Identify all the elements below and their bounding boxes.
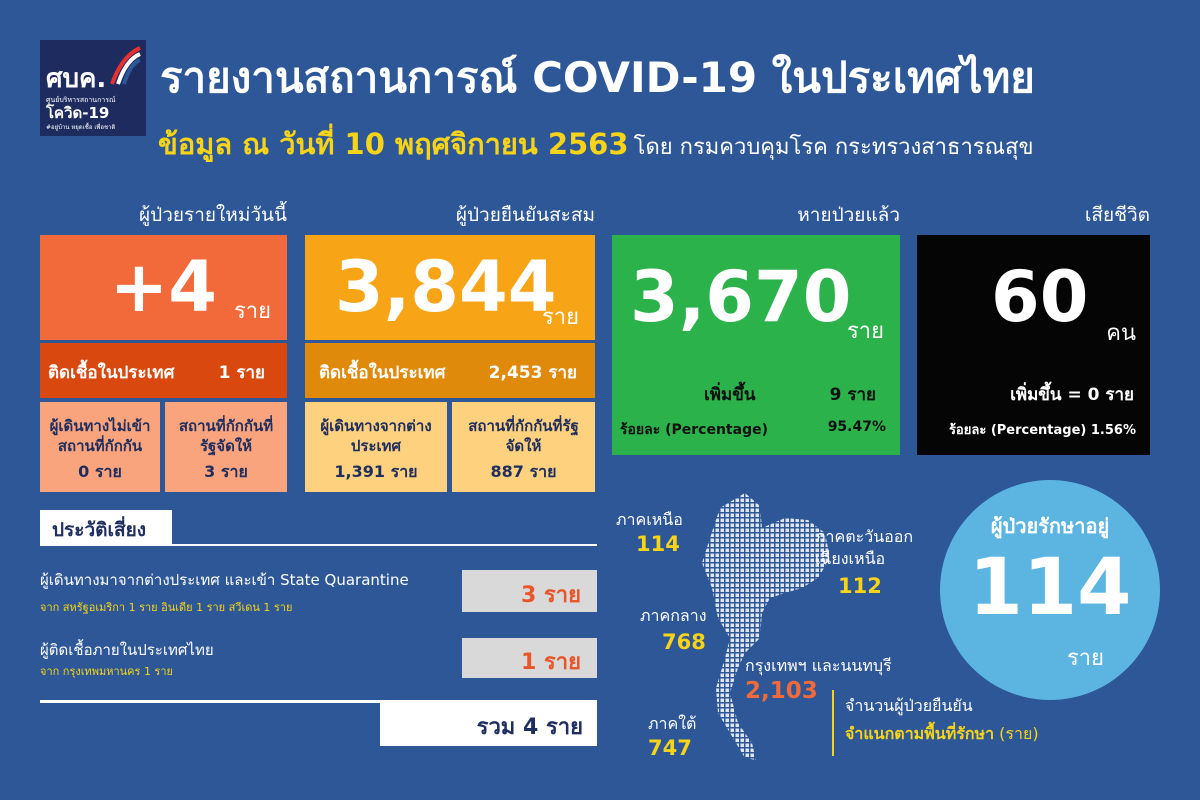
cumulative-unit: ราย — [541, 305, 579, 330]
region-value: 114 — [636, 532, 680, 556]
box-value: 887 ราย — [490, 462, 557, 481]
box-label: สถานที่กักกันที่รัฐจัดให้ — [178, 417, 274, 455]
recovered-increase-value: 9 ราย — [829, 385, 876, 405]
box-label: ผู้เดินทางไม่เข้าสถานที่กักกัน — [49, 417, 151, 455]
in-treatment-circle: ผู้ป่วยรักษาอยู่ 114 ราย — [940, 480, 1160, 700]
caption-rule — [832, 690, 834, 756]
recovered-increase-label: เพิ่มขึ้น — [704, 385, 756, 405]
risk-rule — [172, 544, 597, 546]
box-value: 1,391 ราย — [334, 462, 418, 481]
new-cases-domestic-label: ติดเชื้อในประเทศ — [48, 363, 175, 383]
logo: ศบค. ศูนย์บริหารสถานการณ์ โควิด-19 #อยู่… — [40, 40, 146, 136]
new-cases-card: +4 ราย — [40, 235, 287, 340]
recovered-unit: ราย — [846, 319, 884, 344]
box-label: ผู้เดินทางจากต่างประเทศ — [320, 417, 432, 455]
caption-row: จำแนกตามพื้นที่รักษา (ราย) — [845, 722, 1039, 747]
new-cases-domestic-value: 1 ราย — [218, 363, 265, 383]
region-value: 112 — [838, 574, 882, 598]
risk-item-title: ผู้ติดเชื้อภายในประเทศไทย — [40, 641, 214, 659]
logo-line1: ศูนย์บริหารสถานการณ์ — [46, 96, 116, 104]
risk-item-detail: จาก สหรัฐอเมริกา 1 ราย อินเดีย 1 ราย สวี… — [40, 601, 293, 614]
caption-line1: จำนวนผู้ป่วยยืนยัน — [845, 696, 973, 715]
recovered-value: 3,670 — [630, 256, 852, 338]
new-cases-box: ผู้เดินทางไม่เข้าสถานที่กักกัน 0 ราย — [40, 402, 160, 492]
logo-tagline: #อยู่บ้าน หยุดเชื้อ เพื่อชาติ — [46, 124, 116, 131]
caption-line2: จำแนกตามพื้นที่รักษา — [845, 724, 995, 743]
deaths-unit: คน — [1106, 321, 1136, 346]
cumulative-domestic-label: ติดเชื้อในประเทศ — [319, 363, 446, 383]
new-cases-label: ผู้ป่วยรายใหม่วันนี้ — [139, 204, 287, 226]
cumulative-value: 3,844 — [335, 246, 557, 328]
caption-unit: (ราย) — [999, 724, 1039, 743]
logo-name: ศบค. — [46, 64, 107, 94]
risk-item-value: 1 ราย — [462, 638, 597, 678]
subtitle: ข้อมูล ณ วันที่ 10 พฤศจิกายน 2563 — [158, 127, 629, 161]
risk-item-detail: จาก กรุงเทพมหานคร 1 ราย — [40, 665, 173, 678]
subtitle-row: ข้อมูล ณ วันที่ 10 พฤศจิกายน 2563 โดย กร… — [158, 122, 1034, 171]
region-value: 747 — [648, 736, 692, 760]
cumulative-label: ผู้ป่วยยืนยันสะสม — [455, 204, 595, 226]
source: โดย กรมควบคุมโรค กระทรวงสาธารณสุข — [633, 135, 1034, 160]
logo-line2: โควิด-19 — [46, 104, 110, 122]
region-value: 768 — [662, 630, 706, 654]
box-value: 0 ราย — [78, 462, 122, 481]
box-value: 3 ราย — [204, 462, 248, 481]
new-cases-box: สถานที่กักกันที่รัฐจัดให้ 3 ราย — [165, 402, 287, 492]
risk-item-title: ผู้เดินทางมาจากต่างประเทศ และเข้า State … — [40, 571, 409, 589]
cumulative-box: ผู้เดินทางจากต่างประเทศ 1,391 ราย — [305, 402, 447, 492]
deaths-card: 60 คน เพิ่มขึ้น = 0 ราย ร้อยละ (Percenta… — [917, 235, 1150, 455]
new-cases-unit: ราย — [233, 299, 271, 324]
cumulative-domestic-value: 2,453 ราย — [488, 363, 577, 383]
map-shape — [702, 493, 830, 760]
title: รายงานสถานการณ์ COVID-19 ในประเทศไทย — [160, 53, 1035, 102]
box-label: สถานที่กักกันที่รัฐจัดให้ — [468, 417, 579, 455]
total-rule — [40, 700, 597, 703]
recovered-card: 3,670 ราย เพิ่มขึ้น 9 ราย ร้อยละ (Percen… — [612, 235, 900, 455]
new-cases-value: +4 — [109, 246, 217, 328]
region-name: ภาคตะวันออกเฉียงเหนือ — [815, 527, 914, 568]
in-treatment-value: 114 — [968, 543, 1132, 633]
cumulative-card: 3,844 ราย — [305, 235, 595, 340]
risk-item-value: 3 ราย — [462, 570, 597, 612]
region-name: ภาคเหนือ — [616, 510, 683, 529]
region-name: ภาคกลาง — [640, 606, 707, 625]
deaths-label: เสียชีวิต — [1084, 204, 1150, 226]
region-name: ภาคใต้ — [648, 714, 697, 733]
thailand-map — [702, 493, 830, 760]
risk-total: รวม 4 ราย — [380, 700, 597, 746]
in-treatment-label: ผู้ป่วยรักษาอยู่ — [990, 514, 1110, 538]
deaths-value: 60 — [991, 256, 1089, 338]
recovered-percent-value: 95.47% — [827, 419, 886, 435]
logo-flag — [110, 46, 141, 85]
region-name: กรุงเทพฯ และนนทบุรี — [745, 656, 892, 675]
region-value: 2,103 — [745, 678, 818, 704]
in-treatment-unit: ราย — [1066, 646, 1104, 671]
risk-heading: ประวัติเสี่ยง — [40, 510, 172, 546]
new-cases-domestic: ติดเชื้อในประเทศ 1 ราย — [40, 343, 287, 398]
cumulative-domestic: ติดเชื้อในประเทศ 2,453 ราย — [305, 343, 595, 398]
recovered-label: หายป่วยแล้ว — [797, 204, 900, 226]
recovered-percent-label: ร้อยละ (Percentage) — [620, 422, 768, 438]
deaths-percent: ร้อยละ (Percentage) 1.56% — [948, 423, 1136, 438]
cumulative-box: สถานที่กักกันที่รัฐจัดให้ 887 ราย — [452, 402, 595, 492]
deaths-increase: เพิ่มขึ้น = 0 ราย — [1010, 385, 1134, 405]
